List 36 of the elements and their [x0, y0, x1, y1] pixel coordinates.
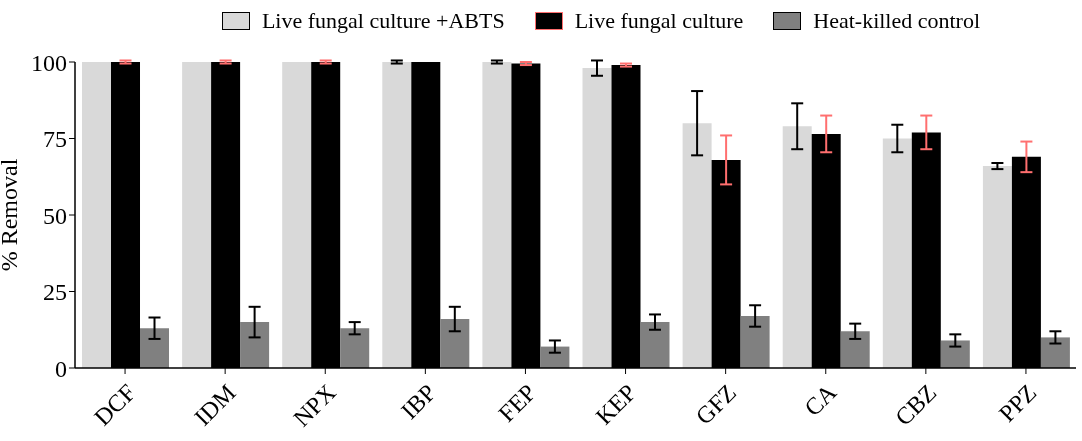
bar — [882, 138, 912, 368]
bar — [940, 340, 970, 368]
bar — [440, 319, 470, 368]
y-tick-label: 25 — [43, 279, 67, 306]
bar — [982, 166, 1012, 368]
bar — [340, 328, 370, 368]
x-tick-label: IBP — [396, 379, 441, 424]
bar — [82, 62, 112, 368]
y-tick-label: 50 — [43, 202, 67, 229]
bar — [1040, 337, 1070, 368]
y-tick-label: 100 — [31, 49, 67, 76]
y-tick-label: 75 — [43, 126, 67, 153]
bar — [140, 328, 170, 368]
bar — [682, 123, 712, 368]
bar — [582, 68, 612, 368]
legend-label: Live fungal culture — [574, 8, 744, 34]
bar — [240, 322, 270, 368]
legend-label: Heat-killed control — [813, 8, 981, 34]
x-tick-label: FEP — [493, 379, 542, 427]
bar — [182, 62, 212, 368]
y-axis-title: % Removal — [0, 158, 22, 272]
bar — [282, 62, 312, 368]
bar — [782, 126, 812, 368]
bar — [540, 346, 570, 368]
bar — [640, 322, 670, 368]
x-tick-label: GFZ — [690, 379, 742, 430]
bar — [482, 62, 512, 368]
x-tick-label: CA — [799, 378, 842, 422]
bar — [840, 331, 870, 368]
x-tick-label: PPZ — [993, 379, 1042, 427]
x-tick-label: CBZ — [890, 379, 942, 431]
legend-label: Live fungal culture +ABTS — [261, 8, 505, 34]
bar — [740, 315, 770, 368]
bar — [382, 62, 412, 368]
x-tick-label: KEP — [590, 379, 642, 430]
y-tick-label: 0 — [55, 355, 67, 382]
